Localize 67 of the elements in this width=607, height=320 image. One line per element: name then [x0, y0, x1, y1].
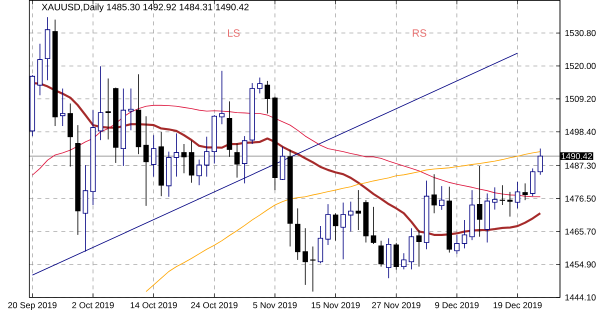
candlestick	[280, 146, 286, 180]
annotation: RS	[412, 29, 426, 37]
candlestick	[60, 88, 66, 126]
candlestick	[394, 242, 399, 270]
candlestick	[538, 148, 543, 175]
candlestick	[356, 189, 362, 230]
x-tick-label: 20 Sep 2019	[8, 302, 57, 310]
candlestick	[264, 80, 270, 114]
candlestick	[386, 238, 392, 278]
candlestick	[439, 186, 444, 210]
x-tick-label: 24 Oct 2019	[191, 302, 238, 308]
candlestick	[204, 136, 210, 177]
candlestick	[257, 76, 262, 94]
candlestick	[522, 182, 528, 200]
candlestick	[219, 70, 225, 124]
candlestick	[370, 206, 376, 244]
candlestick	[500, 184, 506, 206]
candlestick	[181, 143, 187, 174]
candlestick	[106, 78, 111, 140]
x-tick-label: 5 Nov 2019	[253, 302, 297, 308]
y-tick-label: 1509.20	[565, 96, 596, 102]
candlestick	[332, 212, 338, 241]
candlestick	[82, 164, 88, 252]
candlestick	[318, 225, 324, 264]
candlestick	[348, 201, 354, 232]
candlestick	[188, 140, 194, 183]
candlestick	[98, 66, 104, 140]
line-series	[146, 151, 541, 292]
candlestick	[401, 252, 406, 270]
candlestick	[196, 158, 202, 186]
candlestick	[462, 219, 468, 249]
y-tick-label: 1498.40	[565, 128, 596, 135]
x-tick-label: 27 Nov 2019	[372, 302, 420, 308]
candlestick	[234, 142, 240, 178]
x-tick-label: 2 Oct 2019	[72, 302, 114, 308]
candlestick	[340, 202, 346, 260]
chart-title: XAUUSD,Daily 1485.30 1492.92 1484.31 1490.42	[42, 3, 249, 12]
y-tick-label: 1520.00	[565, 62, 596, 69]
annotation: LS	[228, 29, 240, 37]
y-tick-label: 1476.50	[565, 195, 596, 202]
candlestick	[150, 134, 156, 177]
candlestick	[514, 181, 520, 209]
candlestick	[302, 228, 308, 286]
candlestick	[242, 135, 248, 184]
candlestick	[310, 246, 316, 292]
candlestick	[492, 186, 498, 210]
x-tick-label: 15 Nov 2019	[312, 302, 360, 308]
y-tick-label: 1465.70	[565, 228, 596, 234]
candlestick	[128, 88, 134, 130]
y-tick-label: 1444.10	[565, 294, 596, 300]
ref-line-label: 1490.42	[562, 152, 592, 160]
candlestick	[143, 116, 149, 206]
x-tick-label: 9 Dec 2019	[435, 302, 479, 308]
candlestick	[416, 229, 422, 267]
y-tick-label: 1454.90	[565, 261, 596, 268]
candlestick	[174, 132, 180, 177]
y-tick-label: 1530.80	[565, 30, 596, 36]
candlestick	[507, 191, 513, 217]
y-tick-label: 1487.30	[565, 162, 596, 169]
candlestick	[476, 165, 482, 237]
x-tick-label: 19 Dec 2019	[494, 302, 542, 308]
x-tick-label: 14 Oct 2019	[130, 302, 177, 308]
candlestick	[68, 102, 73, 167]
candlestick	[378, 240, 384, 267]
candlestick	[454, 234, 460, 254]
candlestick	[530, 168, 536, 196]
candlestick	[431, 174, 437, 214]
